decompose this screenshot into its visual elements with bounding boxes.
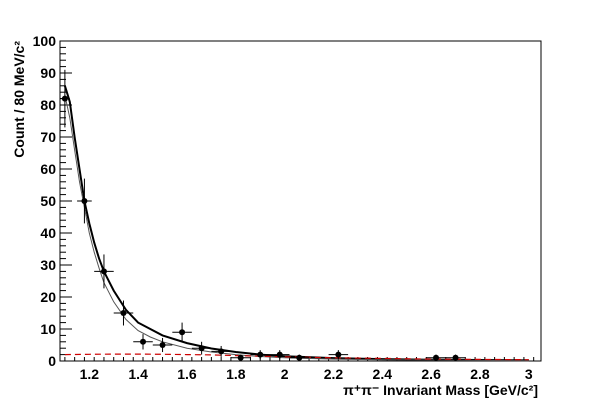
- y-tick-label: 80: [40, 97, 56, 113]
- data-point: [100, 268, 107, 275]
- y-tick-label: 60: [40, 161, 56, 177]
- x-axis-title: π⁺π⁻ Invariant Mass [GeV/c²]: [343, 382, 538, 398]
- data-point: [276, 351, 283, 358]
- x-tick-label: 1.8: [226, 366, 246, 382]
- x-tick-label: 1.4: [128, 366, 148, 382]
- y-tick-label: 50: [40, 193, 56, 209]
- x-tick-label: 2.8: [470, 366, 490, 382]
- data-point: [81, 198, 88, 204]
- y-tick-label: 10: [40, 321, 56, 337]
- data-point: [179, 329, 186, 336]
- x-tick-label: 2.6: [421, 366, 441, 382]
- x-tick-label: 2.2: [324, 366, 344, 382]
- x-tick-label: 1.2: [80, 366, 100, 382]
- y-axis-title: Count / 80 MeV/c²: [11, 41, 27, 158]
- y-axis: 0 10 20 30 40 50 60 70 80 90 100: [33, 33, 72, 369]
- data-point: [218, 348, 225, 355]
- data-point: [296, 354, 303, 361]
- y-tick-label: 30: [40, 257, 56, 273]
- data-point: [452, 354, 459, 361]
- y-tick-label: 40: [40, 225, 56, 241]
- y-tick-label: 100: [33, 33, 57, 49]
- x-tick-label: 3: [525, 366, 533, 382]
- data-point: [140, 338, 147, 345]
- x-tick-label: 2.4: [373, 366, 393, 382]
- background-curve: [64, 353, 529, 361]
- data-point: [61, 95, 68, 102]
- y-tick-label: 20: [40, 289, 56, 305]
- data-point: [159, 342, 166, 348]
- data-point: [237, 354, 244, 361]
- data-point: [335, 351, 342, 358]
- y-tick-label: 70: [40, 129, 56, 145]
- data-point: [120, 310, 127, 316]
- data-point: [198, 345, 205, 352]
- data-point: [433, 354, 440, 361]
- data-points: [60, 69, 466, 361]
- data-point: [257, 351, 264, 358]
- x-tick-label: 2: [281, 366, 289, 382]
- total-fit-curve: [63, 85, 529, 362]
- y-tick-label: 0: [48, 353, 56, 369]
- x-tick-label: 1.6: [177, 366, 197, 382]
- y-tick-label: 90: [40, 65, 56, 81]
